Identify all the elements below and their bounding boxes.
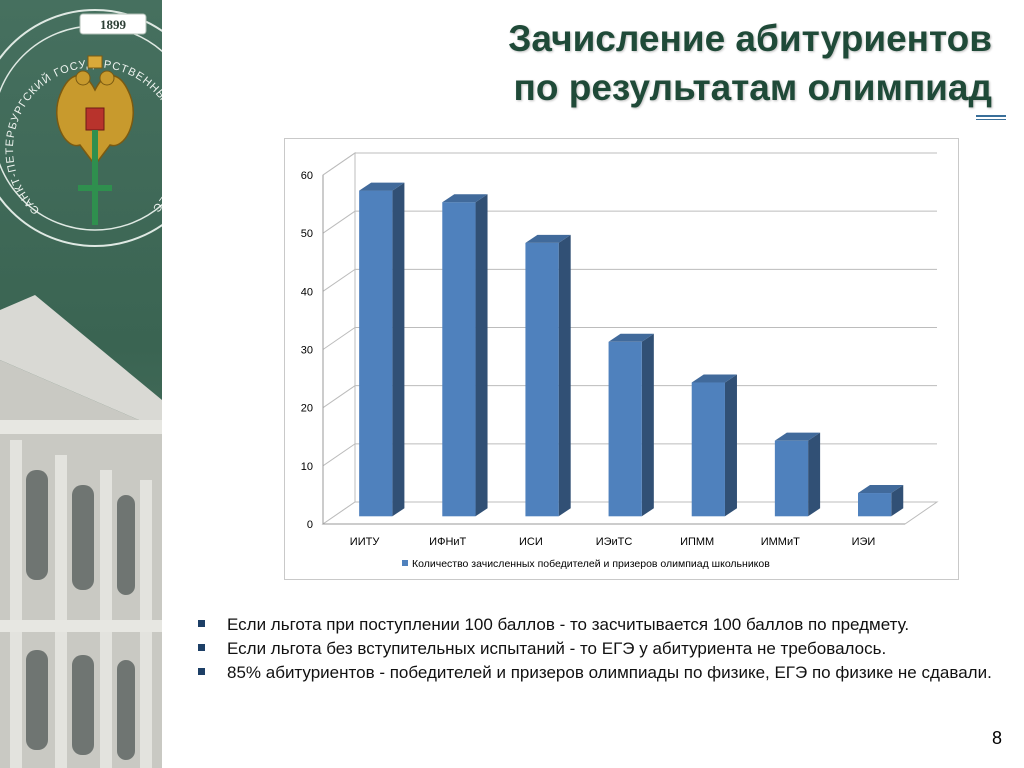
- y-tick-label: 60: [301, 170, 313, 182]
- bar-top: [608, 333, 654, 342]
- gridline: [322, 268, 937, 292]
- y-tick-label: 40: [301, 286, 313, 298]
- bar-front: [858, 493, 892, 517]
- bar-front: [359, 190, 393, 517]
- bar-ИЭиТС: [608, 333, 654, 517]
- bar-ИИТУ: [359, 182, 405, 517]
- bar-side: [724, 374, 737, 517]
- title-underline: [976, 115, 1006, 117]
- bullet-text: 85% абитуриентов - победителей и призеро…: [227, 663, 992, 682]
- y-tick-label: 10: [301, 461, 313, 473]
- x-tick-label: ИИТУ: [350, 536, 381, 548]
- bar-top: [442, 194, 488, 203]
- bar-side: [641, 333, 654, 517]
- bar-side: [392, 182, 405, 517]
- y-tick-label: 20: [301, 403, 313, 415]
- gridline: [322, 385, 937, 409]
- university-emblem: САНКТ-ПЕТЕРБУРГСКИЙ ГОСУДАРСТВЕННЫЙ ПОЛИ…: [0, 0, 162, 247]
- gridline: [322, 210, 937, 234]
- title-line-1: Зачисление абитуриентов: [508, 18, 992, 59]
- gridline: [322, 327, 937, 350]
- bar-side: [808, 432, 821, 517]
- gridline: [322, 443, 937, 467]
- bar-ИММиТ: [774, 432, 821, 517]
- bar-ИФНиТ: [442, 194, 488, 517]
- logo-year: 1899: [100, 17, 127, 32]
- bar-front: [774, 440, 809, 517]
- y-tick-label: 30: [301, 345, 313, 357]
- bullet-square-icon: [198, 644, 205, 651]
- bullet-square-icon: [198, 668, 205, 675]
- title-underline-thin: [976, 119, 1006, 120]
- bullet-text: Если льгота без вступительных испытаний …: [227, 639, 887, 658]
- title-line-2: по результатам олимпиад: [513, 67, 992, 108]
- bullet-square-icon: [198, 620, 205, 627]
- bullet-item: 85% абитуриентов - победителей и призеро…: [198, 661, 1008, 684]
- bar-front: [525, 242, 559, 517]
- page-number: 8: [991, 728, 1002, 748]
- chart-container: 0 10 20 30 40 50 60 ИИТУ ИФНиТ ИСИ ИЭиТС ИПММ ИММиТ И…: [284, 138, 959, 580]
- bullet-list: Если льгота при поступлении 100 баллов -…: [198, 613, 1008, 685]
- bar-top: [858, 485, 904, 494]
- x-tick-label: ИФНиТ: [429, 536, 466, 548]
- bar-top: [359, 182, 405, 191]
- bar-top: [525, 234, 571, 243]
- legend: Количество зачисленных победителей и при…: [402, 558, 770, 570]
- y-tick-label: 50: [301, 228, 313, 240]
- bar-front: [442, 202, 476, 517]
- bullet-item: Если льгота при поступлении 100 баллов -…: [198, 613, 1008, 636]
- bar-side: [891, 485, 904, 517]
- slide-title: Зачисление абитуриентов по результатам о…: [352, 14, 992, 112]
- y-tick-label: 0: [307, 519, 313, 531]
- x-tick-label: ИММиТ: [761, 536, 800, 548]
- eagle-icon: [56, 55, 134, 225]
- bullet-text: Если льгота при поступлении 100 баллов -…: [227, 615, 910, 634]
- bar-chart: 0 10 20 30 40 50 60 ИИТУ ИФНиТ ИСИ ИЭиТС ИПММ ИММиТ И…: [301, 152, 939, 570]
- bar-ИЭИ: [858, 485, 904, 517]
- x-tick-label: ИЭиТС: [596, 536, 633, 548]
- bar-ИСИ: [525, 234, 571, 517]
- left-decor-band: САНКТ-ПЕТЕРБУРГСКИЙ ГОСУДАРСТВЕННЫЙ ПОЛИ…: [0, 0, 162, 768]
- bullet-item: Если льгота без вступительных испытаний …: [198, 637, 1008, 660]
- x-tick-label: ИЭИ: [852, 536, 876, 548]
- bar-ИПММ: [691, 374, 737, 517]
- bar-front: [691, 382, 725, 517]
- x-tick-label: ИСИ: [519, 536, 543, 548]
- legend-swatch: [402, 560, 408, 566]
- building-facade: [0, 295, 162, 768]
- x-tick-label: ИПММ: [680, 536, 714, 548]
- bar-front: [608, 341, 642, 517]
- bar-side: [558, 234, 571, 517]
- bar-side: [475, 194, 488, 517]
- legend-label: Количество зачисленных победителей и при…: [412, 558, 770, 570]
- bar-top: [691, 374, 737, 383]
- gridline: [322, 152, 937, 176]
- bar-top: [774, 432, 821, 441]
